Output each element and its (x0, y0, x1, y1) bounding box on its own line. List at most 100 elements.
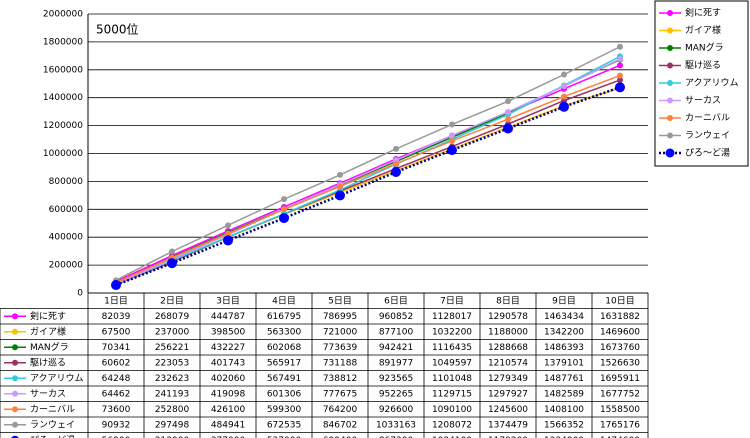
y-tick-label: 400000 (49, 233, 84, 243)
series-line (115, 55, 621, 285)
table-cell: 90932 (102, 420, 131, 430)
point (447, 145, 457, 156)
table-cell: 232623 (155, 374, 189, 384)
table-cell: 1558500 (600, 405, 640, 415)
legend-label: カーニバル (685, 113, 730, 124)
point (281, 206, 287, 213)
table-cell: 738812 (323, 374, 357, 384)
point (393, 145, 399, 152)
y-tick-label: 1800000 (43, 37, 83, 47)
y-tick-label: 1000000 (43, 149, 83, 159)
point (505, 108, 511, 115)
series-line (115, 64, 621, 283)
point (169, 248, 175, 255)
table-cell: 777675 (323, 389, 357, 399)
x-tick-label: 8日目 (496, 295, 520, 306)
table-cell: 877100 (379, 327, 414, 337)
table-cell: 1765176 (600, 420, 640, 430)
table-cell: 1208072 (432, 420, 472, 430)
x-tick-label: 5日目 (328, 295, 352, 306)
point (561, 71, 567, 78)
table-cell: 484941 (211, 420, 245, 430)
point (391, 167, 401, 178)
table-cell: 402060 (211, 374, 246, 384)
legend-marker (12, 421, 18, 428)
table-cell: 1279349 (488, 374, 528, 384)
table-cell: 1297927 (488, 389, 528, 399)
table-cell: 537000 (267, 436, 302, 438)
legend-label: ガイア様 (685, 24, 721, 36)
x-tick-label: 9日目 (552, 295, 576, 306)
table-cell: 1374479 (488, 420, 528, 430)
table-cell: 764200 (323, 405, 358, 415)
point (281, 196, 287, 203)
table-cell: 721000 (323, 327, 358, 337)
point (449, 121, 455, 128)
point (559, 101, 569, 112)
table-cell: 952265 (379, 389, 413, 399)
table-cell: 1673760 (600, 343, 640, 353)
legend-label: 剣に死す (685, 8, 721, 19)
table-cell: 1129715 (432, 389, 472, 399)
table-cell: 1408100 (544, 405, 584, 415)
table-cell: 602068 (267, 343, 302, 353)
table-cell: 432227 (211, 343, 245, 353)
point (449, 137, 455, 144)
point (503, 123, 513, 134)
legend-label: サーカス (685, 95, 721, 106)
table-row-name: 剣に死す (30, 311, 66, 322)
x-tick-label: 2日目 (160, 295, 184, 306)
table-cell: 213900 (155, 436, 190, 438)
table-cell: 601306 (267, 389, 302, 399)
table-cell: 1245600 (488, 405, 528, 415)
legend-marker (667, 27, 673, 34)
table-cell: 923565 (379, 374, 413, 384)
table-cell: 252800 (155, 405, 190, 415)
table-cell: 268079 (155, 312, 190, 322)
table-cell: 1049597 (432, 358, 472, 368)
point (337, 171, 343, 178)
legend-marker (667, 10, 673, 16)
table-cell: 1342200 (544, 327, 584, 337)
legend-marker (12, 375, 18, 382)
point (617, 72, 623, 79)
table-row-name: ランウェイ (30, 419, 75, 430)
table-cell: 891977 (379, 358, 413, 368)
x-tick-label: 7日目 (440, 295, 464, 306)
table-cell: 867200 (379, 436, 414, 438)
legend-label: ぴろ～ど湯 (685, 148, 730, 159)
table-cell: 1566352 (544, 420, 584, 430)
table-cell: 82039 (102, 312, 131, 322)
x-tick-label: 3日目 (216, 295, 240, 306)
table-cell: 223053 (155, 358, 189, 368)
table-cell: 731188 (323, 358, 358, 368)
table-cell: 64462 (102, 389, 131, 399)
table-cell: 960852 (379, 312, 413, 322)
point (225, 222, 231, 229)
legend-marker (667, 80, 673, 86)
table-cell: 1116435 (432, 343, 472, 353)
table-cell: 237000 (155, 327, 190, 337)
table-cell: 1288668 (488, 343, 528, 353)
table-cell: 1631882 (600, 312, 640, 322)
point (449, 132, 455, 139)
table-cell: 1677752 (600, 389, 640, 399)
point (335, 190, 345, 201)
legend-marker (12, 390, 18, 397)
point (617, 55, 623, 62)
y-tick-label: 1600000 (43, 65, 83, 75)
table-cell: 297498 (155, 420, 190, 430)
legend-label: アクアリウム (685, 78, 739, 89)
table-row-name: カーニバル (30, 404, 75, 415)
table-cell: 699400 (323, 436, 358, 438)
legend-label: 駆け巡る (685, 60, 721, 71)
table-cell: 567491 (267, 374, 301, 384)
table-cell: 377000 (211, 436, 246, 438)
series-line (115, 74, 621, 284)
legend-marker (667, 97, 673, 104)
table-cell: 70341 (102, 343, 131, 353)
legend-marker (12, 313, 18, 320)
table-cell: 1210574 (488, 358, 528, 368)
